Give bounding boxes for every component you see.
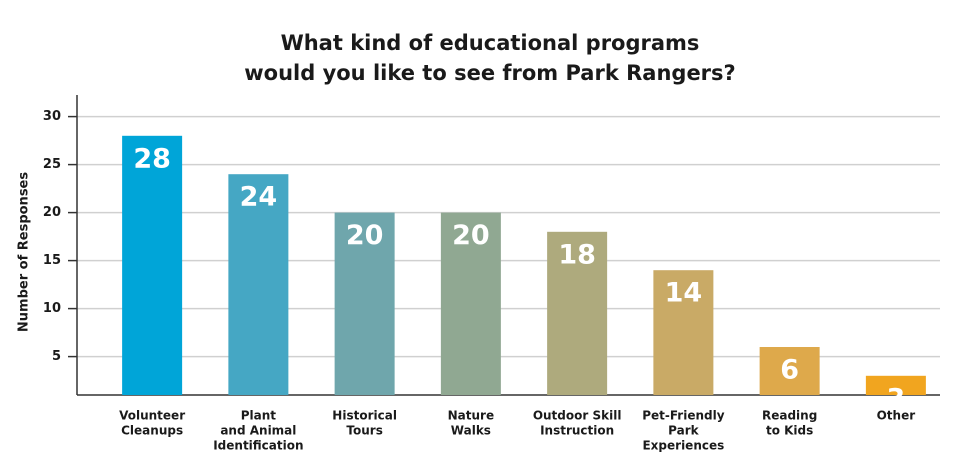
x-tick-label: Outdoor Skill: [533, 409, 622, 423]
y-tick-label: 30: [43, 109, 61, 124]
x-tick-label: Instruction: [540, 424, 614, 438]
x-tick-label: to Kids: [766, 424, 813, 438]
x-tick-label: Cleanups: [121, 424, 183, 438]
bar: [547, 231, 608, 395]
y-tick-label: 20: [43, 205, 61, 220]
x-tick-label: Identification: [213, 439, 303, 453]
bar: [440, 212, 501, 395]
x-tick-label: Reading: [762, 409, 817, 423]
value-label: 24: [240, 182, 278, 213]
y-tick-label: 25: [43, 157, 61, 172]
bar: [759, 347, 820, 395]
value-label: 14: [665, 278, 703, 309]
x-tick-label: Walks: [451, 424, 491, 438]
x-tick-label: Volunteer: [119, 409, 185, 423]
x-tick-label: Tours: [346, 424, 382, 438]
y-tick-label: 10: [43, 301, 61, 316]
x-tick-label: Park: [668, 424, 699, 438]
value-label: 28: [133, 143, 171, 174]
bar: [122, 135, 183, 396]
y-tick-label: 15: [43, 253, 61, 268]
x-tick-label: Nature: [448, 409, 494, 423]
x-tick-label: and Animal: [220, 424, 296, 438]
bar: [334, 212, 395, 395]
value-label: 20: [452, 220, 490, 251]
x-tick-label: Plant: [241, 409, 277, 423]
x-tick-label: Experiences: [642, 439, 724, 453]
chart-title: would you like to see from Park Rangers?: [244, 61, 735, 85]
y-tick-label: 5: [52, 349, 61, 364]
y-axis-label: Number of Responses: [17, 172, 32, 332]
bar: [865, 375, 926, 395]
value-label: 18: [558, 239, 596, 270]
x-tick-label: Pet-Friendly: [642, 409, 724, 423]
value-label: 20: [346, 220, 384, 251]
value-label: 6: [780, 355, 799, 386]
bar: [653, 270, 714, 395]
bar: [228, 174, 289, 395]
x-tick-label: Other: [877, 409, 916, 423]
chart-title: What kind of educational programs: [281, 31, 700, 55]
x-tick-label: Historical: [332, 409, 397, 423]
value-label: 3: [886, 383, 905, 414]
